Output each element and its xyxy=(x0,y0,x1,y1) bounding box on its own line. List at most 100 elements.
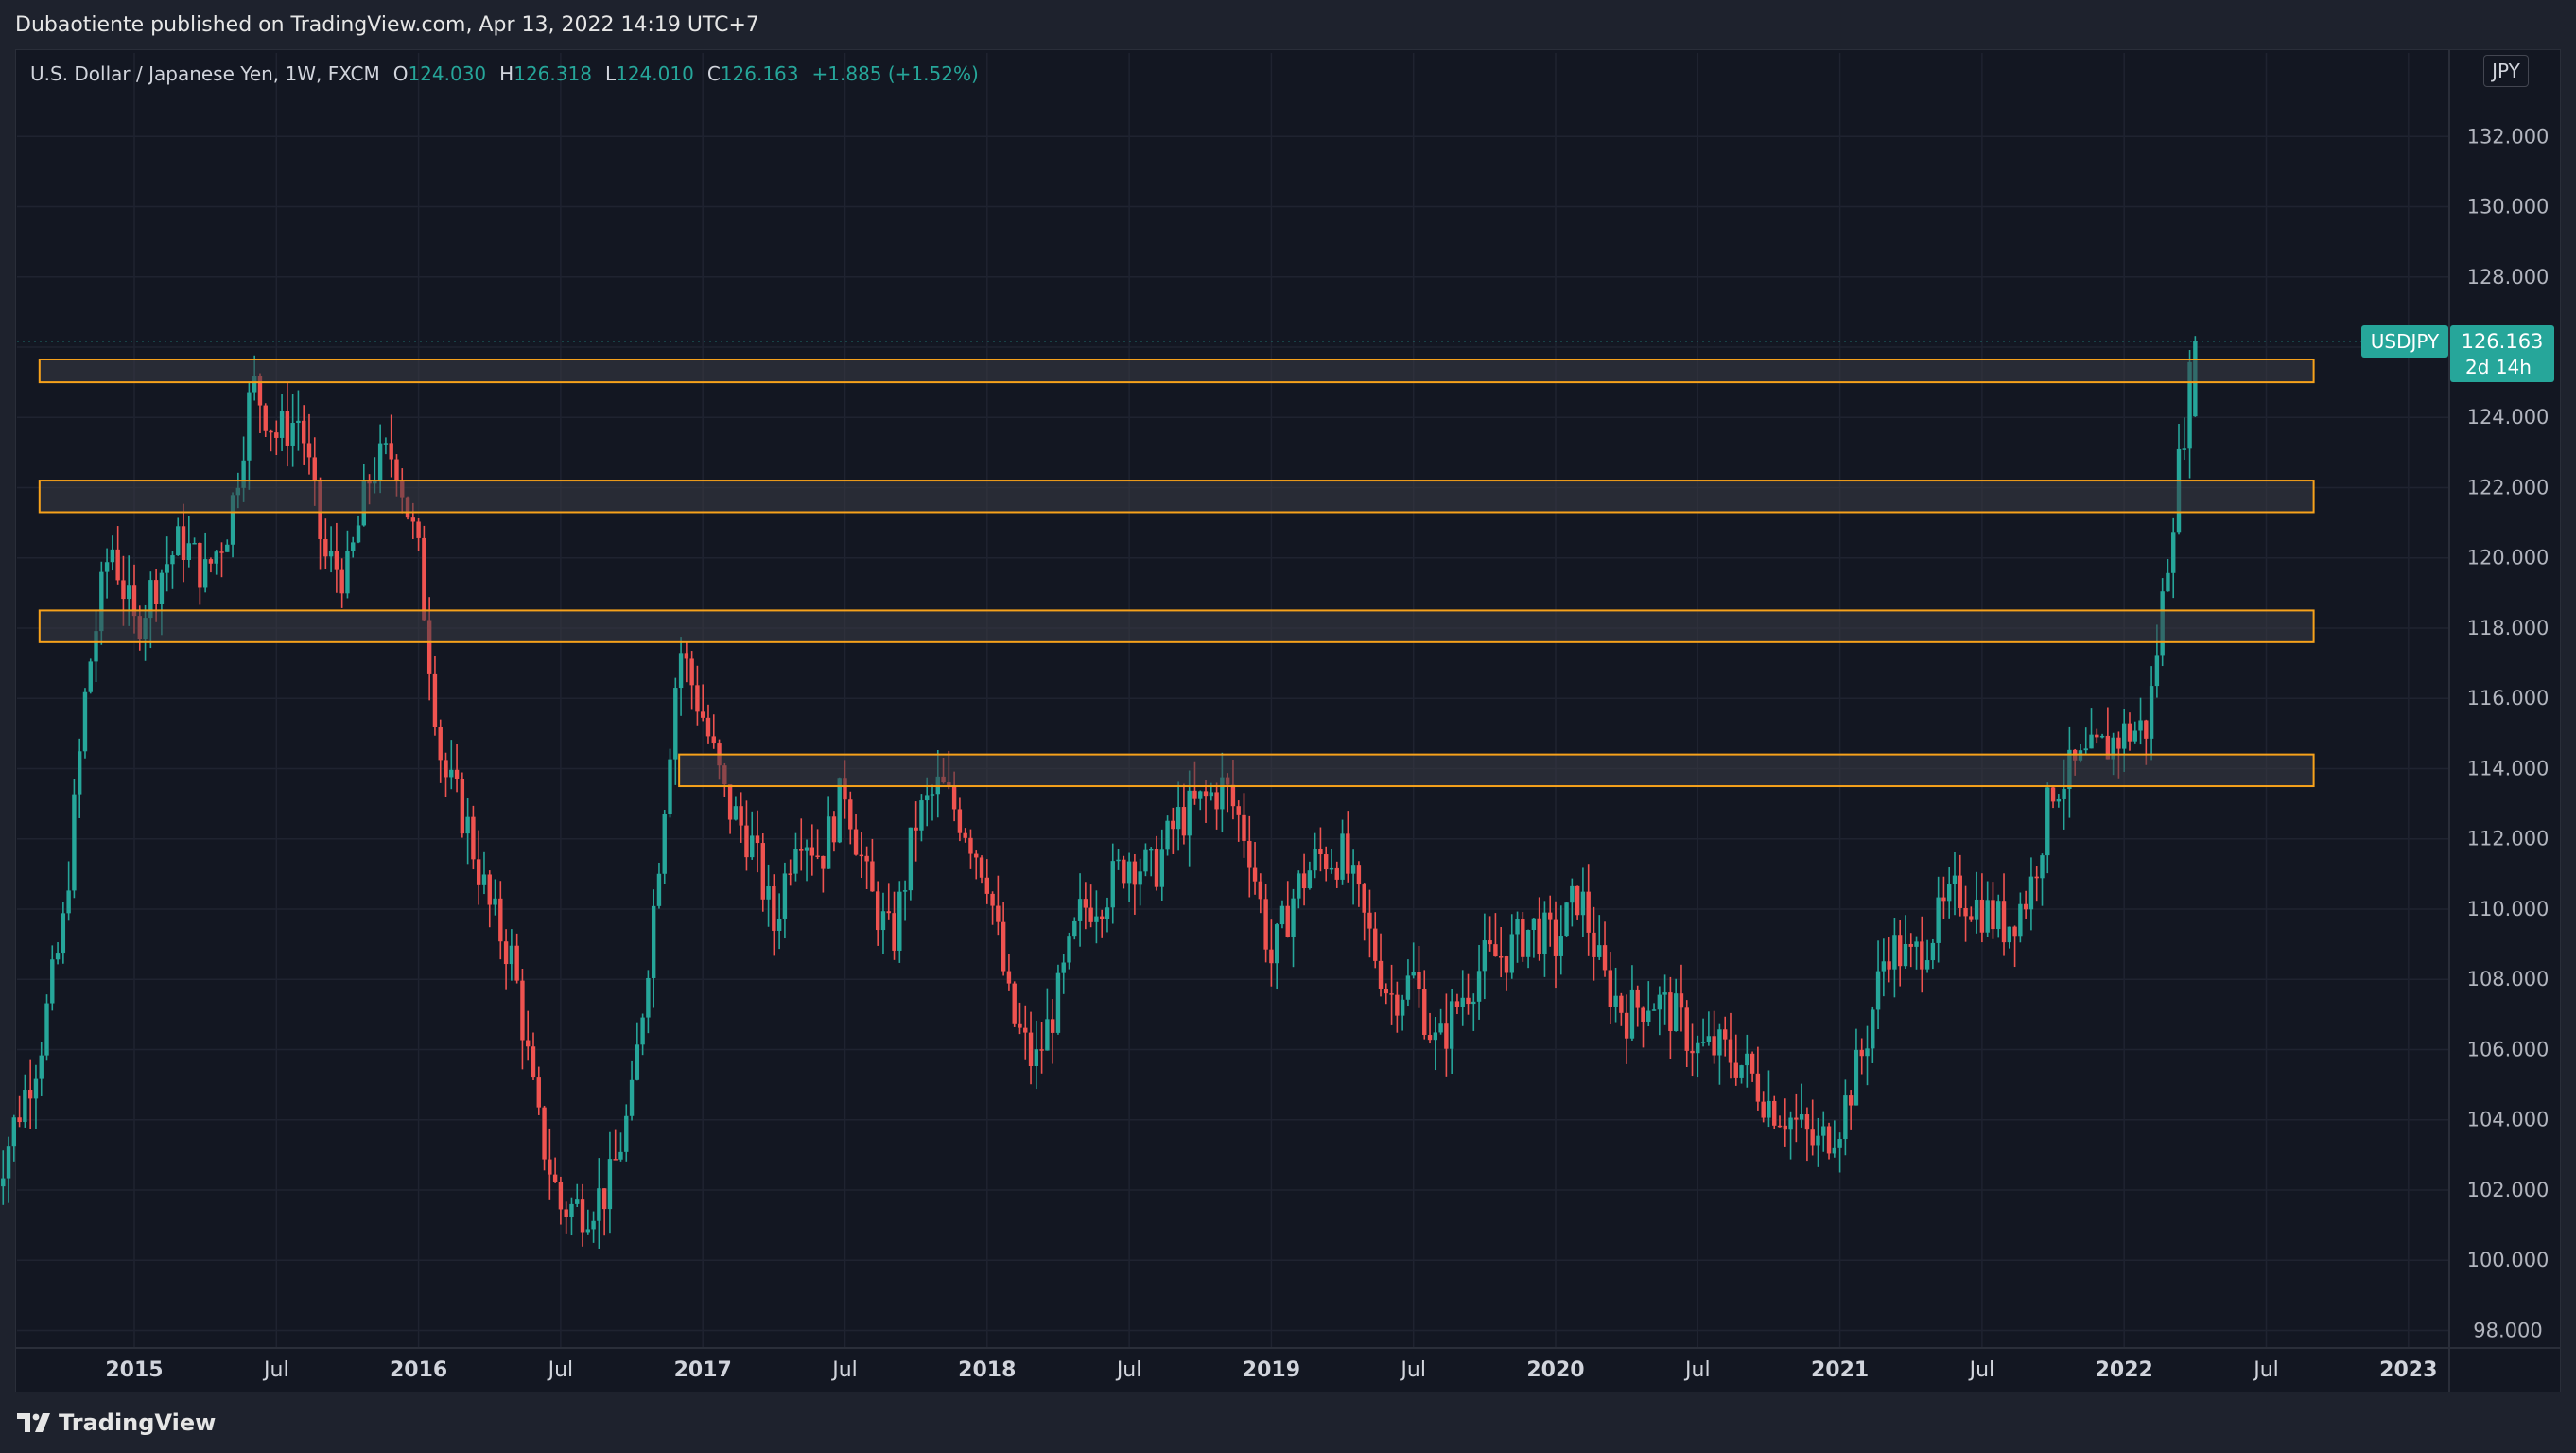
price-tag-countdown: 2d 14h xyxy=(2465,356,2532,378)
candle-body xyxy=(1504,956,1509,973)
x-tick-label: Jul xyxy=(262,1358,289,1382)
candle-body xyxy=(1143,849,1148,872)
candle-body xyxy=(94,631,98,662)
candle-body xyxy=(1334,867,1339,880)
candle-body xyxy=(1832,1147,1837,1154)
ticker-tag-label: USDJPY xyxy=(2371,330,2440,353)
candle-body xyxy=(302,420,306,444)
candle-body xyxy=(476,859,481,885)
candle-body xyxy=(1422,989,1427,1036)
candle-body xyxy=(1181,807,1187,836)
candle-body xyxy=(1476,971,1482,1002)
candle-body xyxy=(1597,945,1602,957)
candle-body xyxy=(1651,1009,1657,1011)
candle-body xyxy=(826,816,831,869)
candle-body xyxy=(61,913,66,954)
candle-body xyxy=(1985,900,1990,933)
candle-body xyxy=(50,959,55,1004)
candle-body xyxy=(635,1044,640,1080)
candle-body xyxy=(1159,849,1164,887)
price-tag-value: 126.163 xyxy=(2462,330,2544,353)
candle-body xyxy=(1635,989,1640,1008)
candle-body xyxy=(1979,899,1985,933)
candle-body xyxy=(1242,814,1246,841)
price-zone xyxy=(38,480,2315,514)
candle-body xyxy=(548,1159,552,1175)
candle-body xyxy=(1471,1001,1476,1005)
candle-body xyxy=(1427,1035,1433,1041)
candle-body xyxy=(815,855,820,858)
tradingview-logo-icon xyxy=(17,1413,50,1432)
candle-body xyxy=(1592,932,1596,957)
symbol-legend[interactable]: U.S. Dollar / Japanese Yen, 1W, FXCM O 1… xyxy=(30,57,979,91)
candle-body xyxy=(848,799,853,830)
candle-body xyxy=(727,784,733,820)
candle-body xyxy=(2187,361,2192,449)
candle-body xyxy=(509,945,514,965)
candle-body xyxy=(2144,720,2149,739)
candle-body xyxy=(1908,943,1913,947)
candle-body xyxy=(1553,919,1558,956)
candle-body xyxy=(788,873,792,875)
candle-body xyxy=(2138,720,2143,731)
candle-body xyxy=(809,847,815,856)
candle-body xyxy=(1673,993,1679,1032)
candle-body xyxy=(1138,871,1142,885)
candle-body xyxy=(465,816,470,834)
candle-body xyxy=(27,1090,33,1099)
candle-body xyxy=(1930,942,1936,961)
support-resistance-zones[interactable] xyxy=(38,358,2315,788)
candle-body xyxy=(1920,941,1924,970)
footer: TradingView xyxy=(0,1392,2576,1453)
chart-frame[interactable] xyxy=(15,49,2561,1392)
low-value: 124.010 xyxy=(616,62,694,85)
candle-body xyxy=(23,1090,27,1123)
candle-body xyxy=(1498,956,1504,958)
candle-body xyxy=(1034,1049,1039,1066)
candle-body xyxy=(2111,737,2115,760)
candle-body xyxy=(312,457,317,481)
candle-body xyxy=(159,572,165,604)
price-chart[interactable]: 98.000 100.000 102.000 104.000 106.000 108.00… xyxy=(0,0,2576,1392)
candle-body xyxy=(1187,790,1192,836)
candle-body xyxy=(1624,1012,1629,1039)
candle-body xyxy=(776,918,782,931)
high-value: 126.318 xyxy=(513,62,592,85)
candle-body xyxy=(1175,807,1181,830)
candle-body xyxy=(864,855,869,862)
candle-body xyxy=(870,861,875,892)
tradingview-logo[interactable]: TradingView xyxy=(17,1409,216,1436)
candle-body xyxy=(914,827,918,831)
candle-body xyxy=(39,1055,44,1079)
candle-body xyxy=(613,1159,618,1161)
candle-body xyxy=(1274,924,1279,964)
y-tick-label: 110.000 xyxy=(2467,898,2550,920)
candle-body xyxy=(2149,686,2154,739)
candle-body xyxy=(1373,928,1378,961)
candle-body xyxy=(444,760,448,778)
candle-body xyxy=(1006,971,1012,984)
candle-body xyxy=(44,1003,49,1056)
candle-body xyxy=(1045,1019,1050,1051)
candle-body xyxy=(1279,905,1285,925)
candle-body xyxy=(957,809,963,833)
candle-body xyxy=(1438,1023,1443,1033)
candle-body xyxy=(711,736,716,744)
candle-body xyxy=(356,525,361,543)
candle-body xyxy=(705,717,711,737)
candle-body xyxy=(1826,1126,1832,1154)
candle-body xyxy=(1077,899,1083,921)
candle-body xyxy=(1,1178,6,1187)
candle-body xyxy=(290,423,295,446)
publisher-bar: Dubaotiente published on TradingView.com… xyxy=(0,0,2576,49)
candle-body xyxy=(1099,916,1105,919)
currency-button[interactable]: JPY xyxy=(2483,55,2529,87)
candle-body xyxy=(951,785,957,810)
candle-body xyxy=(772,886,776,931)
candle-body xyxy=(1094,916,1099,922)
candle-body xyxy=(1608,970,1613,1007)
candle-body xyxy=(1969,916,1974,920)
candle-body xyxy=(1641,1007,1645,1022)
candle-body xyxy=(2007,926,2012,943)
candle-body xyxy=(2040,855,2045,879)
